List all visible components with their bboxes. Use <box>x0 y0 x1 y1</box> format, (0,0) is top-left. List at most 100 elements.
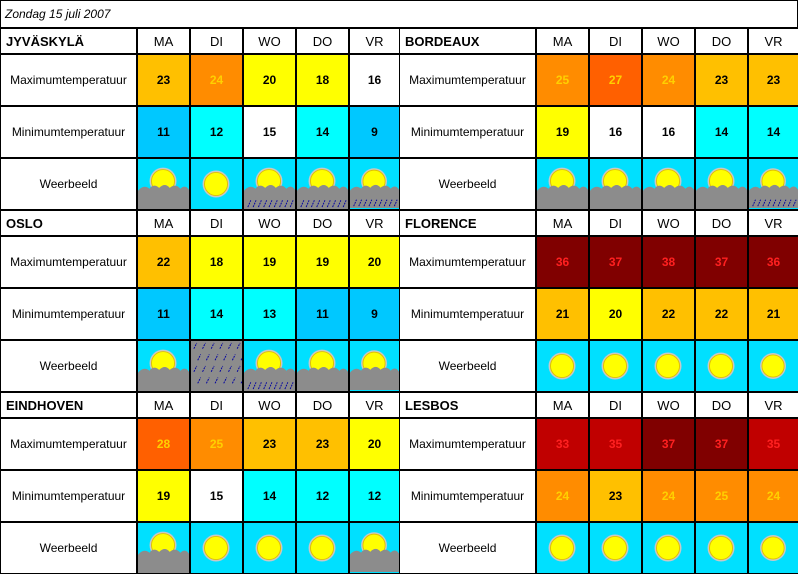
max-temp-value: 20 <box>349 418 400 470</box>
max-temp-value: 36 <box>748 236 798 288</box>
sun-icon <box>589 340 642 392</box>
min-temp-value: 12 <box>349 470 400 522</box>
min-temp-value: 11 <box>137 106 190 158</box>
sun-behind-cloud-icon <box>296 340 349 392</box>
day-header-vr: VR <box>748 210 798 236</box>
day-header-do: DO <box>695 28 748 54</box>
sun-cloud-rain-icon <box>243 158 296 210</box>
sun-behind-cloud-icon-graphic <box>537 167 588 209</box>
sun-icon <box>642 340 695 392</box>
sun-behind-cloud-icon-graphic <box>138 349 189 391</box>
max-temp-value: 35 <box>748 418 798 470</box>
min-temp-value: 25 <box>695 470 748 522</box>
city-name-florence: FLORENCE <box>399 210 536 236</box>
min-temp-value: 22 <box>695 288 748 340</box>
min-temp-value: 21 <box>536 288 589 340</box>
city-name-lesbos: LESBOS <box>399 392 536 418</box>
day-header-wo: WO <box>642 210 695 236</box>
max-temp-label: Maximumtemperatuur <box>0 418 137 470</box>
sun-icon <box>296 522 349 574</box>
min-temp-value: 14 <box>243 470 296 522</box>
day-header-ma: MA <box>137 392 190 418</box>
weather-label: Weerbeeld <box>399 158 536 210</box>
sun-behind-cloud-icon-graphic <box>696 167 747 209</box>
min-temp-label: Minimumtemperatuur <box>0 470 137 522</box>
min-temp-value: 11 <box>296 288 349 340</box>
sun-behind-cloud-icon <box>349 340 400 392</box>
max-temp-value: 19 <box>243 236 296 288</box>
day-header-do: DO <box>695 392 748 418</box>
max-temp-value: 37 <box>589 236 642 288</box>
max-temp-value: 25 <box>536 54 589 106</box>
max-temp-value: 38 <box>642 236 695 288</box>
sun-behind-cloud-icon-graphic <box>590 167 641 209</box>
min-temp-value: 21 <box>748 288 798 340</box>
sun-icon-graphic <box>654 352 682 380</box>
max-temp-value: 23 <box>748 54 798 106</box>
weather-label: Weerbeeld <box>0 522 137 574</box>
sun-icon <box>536 522 589 574</box>
max-temp-value: 36 <box>536 236 589 288</box>
sun-cloud-rain-icon <box>349 158 400 210</box>
max-temp-value: 18 <box>190 236 243 288</box>
day-header-do: DO <box>695 210 748 236</box>
sun-cloud-rain-icon-graphic <box>749 168 798 209</box>
day-header-di: DI <box>589 392 642 418</box>
sun-icon-graphic <box>707 534 735 562</box>
min-temp-label: Minimumtemperatuur <box>0 106 137 158</box>
sun-icon-graphic <box>548 534 576 562</box>
city-name-jyvskyl: JYVÄSKYLÄ <box>0 28 137 54</box>
max-temp-label: Maximumtemperatuur <box>399 54 536 106</box>
sun-icon-graphic <box>654 534 682 562</box>
day-header-ma: MA <box>536 210 589 236</box>
day-header-vr: VR <box>349 392 400 418</box>
day-header-ma: MA <box>137 210 190 236</box>
min-temp-value: 19 <box>137 470 190 522</box>
max-temp-value: 37 <box>695 236 748 288</box>
day-header-wo: WO <box>642 392 695 418</box>
day-header-do: DO <box>296 210 349 236</box>
sun-icon-graphic <box>202 534 230 562</box>
sun-icon-graphic <box>707 352 735 380</box>
sun-icon-graphic <box>202 170 230 198</box>
min-temp-value: 16 <box>589 106 642 158</box>
sun-behind-cloud-icon <box>137 522 190 574</box>
sun-icon-graphic <box>760 353 786 379</box>
sun-icon <box>748 340 798 392</box>
day-header-vr: VR <box>748 28 798 54</box>
max-temp-value: 19 <box>296 236 349 288</box>
day-header-di: DI <box>190 392 243 418</box>
day-header-vr: VR <box>349 210 400 236</box>
weather-label: Weerbeeld <box>399 522 536 574</box>
sun-icon-graphic <box>548 352 576 380</box>
sun-behind-cloud-icon-graphic <box>643 167 694 209</box>
max-temp-value: 24 <box>642 54 695 106</box>
sun-icon <box>243 522 296 574</box>
min-temp-value: 9 <box>349 288 400 340</box>
day-header-wo: WO <box>243 210 296 236</box>
sun-behind-cloud-icon <box>137 340 190 392</box>
sun-icon <box>748 522 798 574</box>
sun-cloud-rain-icon-graphic <box>244 167 295 209</box>
min-temp-value: 15 <box>190 470 243 522</box>
min-temp-value: 14 <box>748 106 798 158</box>
day-header-do: DO <box>296 28 349 54</box>
sun-behind-cloud-icon-graphic <box>350 350 399 391</box>
max-temp-value: 23 <box>296 418 349 470</box>
min-temp-value: 12 <box>190 106 243 158</box>
min-temp-value: 16 <box>642 106 695 158</box>
weather-label: Weerbeeld <box>0 158 137 210</box>
max-temp-value: 18 <box>296 54 349 106</box>
sun-behind-cloud-icon <box>695 158 748 210</box>
min-temp-value: 23 <box>589 470 642 522</box>
sun-icon-graphic <box>760 535 786 561</box>
max-temp-label: Maximumtemperatuur <box>399 418 536 470</box>
sun-behind-cloud-icon <box>137 158 190 210</box>
day-header-wo: WO <box>243 392 296 418</box>
min-temp-value: 15 <box>243 106 296 158</box>
min-temp-value: 12 <box>296 470 349 522</box>
max-temp-value: 23 <box>243 418 296 470</box>
day-header-ma: MA <box>536 28 589 54</box>
rain-icon <box>190 340 243 392</box>
rain-icon-graphic <box>191 341 242 391</box>
